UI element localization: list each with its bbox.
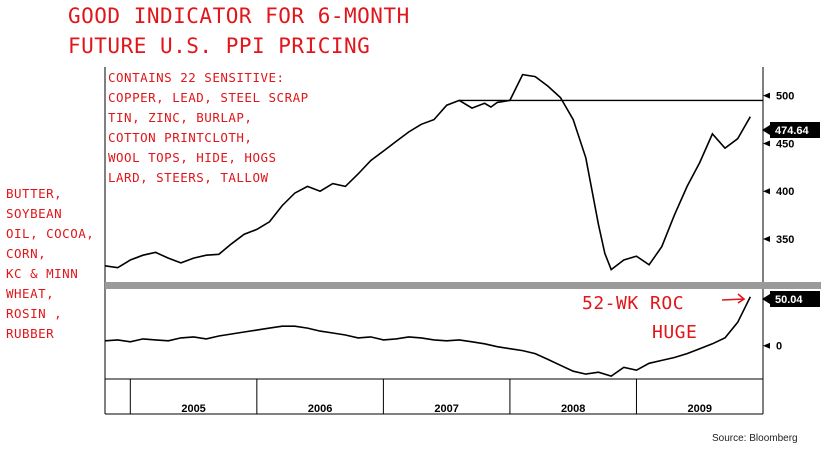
roc-line <box>104 296 752 377</box>
commodity-note-line: SOYBEAN <box>6 206 63 221</box>
bottom-last-value: 50.04 <box>775 294 803 306</box>
commodity-note-line: ROSIN , <box>6 306 63 321</box>
ppi-index-line <box>104 73 751 271</box>
sensitive-note-line: CONTAINS 22 SENSITIVE: <box>108 70 285 85</box>
commodity-note-line: OIL, COCOA, <box>6 226 95 241</box>
sensitive-note-line: LARD, STEERS, TALLOW <box>108 170 269 185</box>
huge-annotation: HUGE <box>652 322 698 343</box>
top-y-tick-mark <box>763 140 770 147</box>
chart-title-line-2: FUTURE U.S. PPI PRICING <box>68 34 371 58</box>
top-last-value: 474.64 <box>775 125 810 137</box>
roc-annotation: 52-WK ROC <box>582 293 685 314</box>
top-y-tick-label: 450 <box>776 138 794 150</box>
sensitive-note-line: TIN, ZINC, BURLAP, <box>108 110 253 125</box>
panel-divider <box>105 282 821 289</box>
top-y-axis: 350 400 450 500 <box>763 91 794 246</box>
bottom-y-tick-label: 0 <box>776 341 782 353</box>
x-tick-label: 2005 <box>181 403 205 415</box>
source-note: Source: Bloomberg <box>712 433 798 444</box>
x-tick-label: 2007 <box>434 403 458 415</box>
x-tick-label: 2008 <box>561 403 585 415</box>
sensitive-note-line: COPPER, LEAD, STEEL SCRAP <box>108 90 309 105</box>
chart-title-line-1: GOOD INDICATOR FOR 6-MONTH <box>68 4 410 28</box>
commodity-note-line: WHEAT, <box>6 286 55 301</box>
top-last-value-badge: 474.64 <box>762 122 820 138</box>
top-y-tick-label: 500 <box>776 91 794 103</box>
commodity-note-line: KC & MINN <box>6 266 79 281</box>
sensitive-note-line: WOOL TOPS, HIDE, HOGS <box>108 150 277 165</box>
bottom-y-axis: 0 <box>763 341 782 353</box>
commodity-note-line: RUBBER <box>6 326 55 341</box>
top-y-tick-mark <box>763 236 770 242</box>
roc-arrow <box>721 293 746 304</box>
x-tick-label: 2009 <box>687 403 711 415</box>
bottom-last-value-badge: 50.04 <box>762 291 820 307</box>
top-y-tick-label: 350 <box>776 234 794 246</box>
commodity-note-line: BUTTER, <box>6 186 63 201</box>
sensitive-note-line: COTTON PRINTCLOTH, <box>108 130 253 145</box>
sensitive-commodities-note: CONTAINS 22 SENSITIVE: COPPER, LEAD, STE… <box>108 68 309 188</box>
commodity-list-note: BUTTER, SOYBEAN OIL, COCOA, CORN, KC & M… <box>6 184 94 344</box>
x-axis: 2005 2006 2007 2008 2009 <box>129 379 712 415</box>
top-y-tick-label: 400 <box>776 186 794 198</box>
x-tick-label: 2006 <box>308 403 332 415</box>
bottom-y-tick-mark <box>763 342 770 349</box>
commodity-note-line: CORN, <box>6 246 47 261</box>
top-y-tick-mark <box>763 92 770 99</box>
top-y-tick-mark <box>763 188 770 195</box>
